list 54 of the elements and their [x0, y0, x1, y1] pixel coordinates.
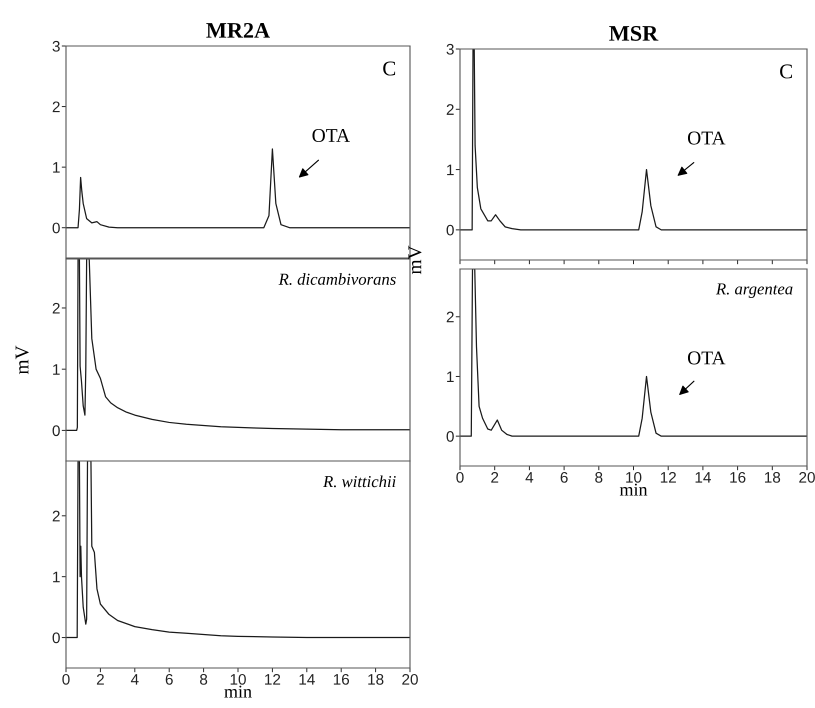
y-tick-label: 1	[447, 164, 454, 176]
x-tick-label: 16	[730, 472, 746, 483]
x-tick-label: 8	[200, 674, 208, 685]
y-tick-label: 0	[52, 222, 60, 234]
chart-title: MR2A	[206, 22, 270, 38]
line-series	[66, 148, 410, 228]
x-tick-label: 20	[402, 674, 418, 685]
x-tick-label: 2	[491, 472, 498, 483]
x-tick-label: 12	[660, 472, 676, 483]
y-axis-title: mV	[16, 346, 29, 374]
x-tick-label: 0	[456, 472, 464, 483]
x-tick-label: 4	[130, 674, 139, 685]
annotation: OTA	[688, 351, 726, 364]
x-tick-label: 20	[799, 472, 815, 483]
x-tick-label: 4	[526, 472, 534, 483]
x-axis-title: min	[620, 484, 648, 496]
y-tick-label: 2	[446, 312, 454, 322]
annotation: C	[383, 62, 396, 76]
x-axis-title: min	[224, 686, 252, 698]
x-tick-label: 6	[560, 472, 568, 483]
x-tick-label: 2	[96, 674, 104, 685]
y-tick-label: 1	[447, 371, 454, 382]
annotation: C	[780, 64, 792, 78]
y-tick-label: 0	[52, 632, 60, 644]
x-tick-label: 18	[368, 674, 384, 685]
x-tick-label: 12	[265, 674, 280, 685]
text: R. argentea	[716, 283, 792, 298]
y-tick-label: 0	[446, 431, 454, 442]
y-tick-label: 0	[52, 425, 60, 436]
y-tick-label: 2	[52, 302, 60, 314]
y-tick-label: 1	[53, 572, 60, 582]
annotation: OTA	[688, 132, 726, 145]
y-tick-label: 2	[52, 510, 60, 522]
y-tick-label: 0	[446, 224, 454, 236]
y-axis-title: mV	[408, 246, 422, 274]
x-tick-label: 10	[230, 674, 246, 685]
x-tick-label: 14	[299, 674, 315, 685]
y-tick-label: 1	[53, 364, 60, 375]
y-tick-label: 3	[446, 44, 454, 55]
x-tick-label: 10	[626, 472, 642, 483]
x-tick-label: 14	[696, 472, 711, 483]
annotation: OTA	[312, 128, 350, 142]
y-tick-label: 3	[52, 40, 60, 52]
x-tick-label: 16	[334, 674, 350, 685]
x-tick-label: 8	[595, 472, 602, 483]
text: R. dicambivorans	[278, 273, 396, 285]
y-tick-label: 2	[52, 101, 60, 112]
text: R. wittichii	[323, 475, 396, 488]
x-tick-label: 18	[764, 472, 780, 483]
x-tick-label: 0	[62, 674, 70, 685]
y-tick-label: 1	[53, 162, 60, 173]
x-tick-label: 6	[166, 674, 173, 685]
y-tick-label: 2	[446, 104, 454, 115]
chart-title: MSR	[609, 26, 658, 41]
